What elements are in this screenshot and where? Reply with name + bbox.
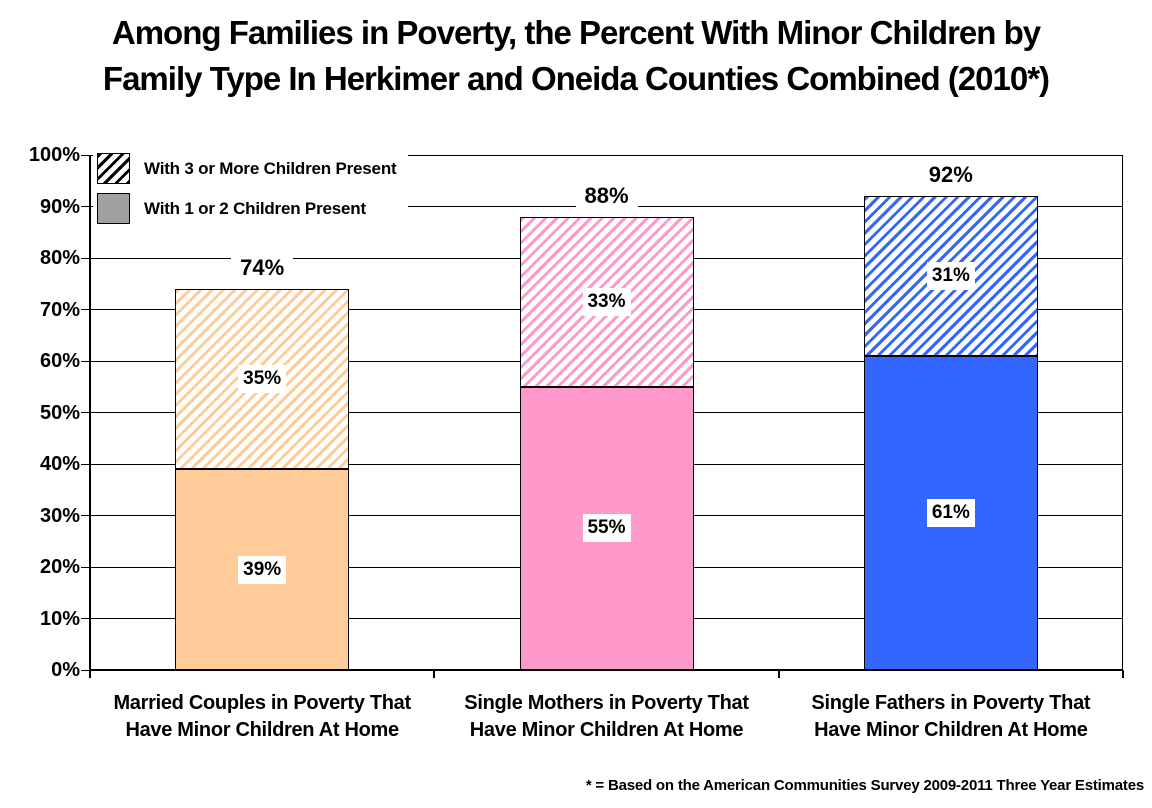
y-axis-label-100: 100% xyxy=(28,144,80,166)
bar-1-label-1or2-children: 55% xyxy=(582,514,631,543)
y-axis-label-80: 80% xyxy=(39,247,80,269)
x-axis-line xyxy=(90,669,1123,671)
y-axis-label-10: 10% xyxy=(39,607,80,630)
legend-hatch-swatch-icon xyxy=(97,153,130,184)
y-axis-tick-0 xyxy=(81,669,90,671)
bar-2-label-3plus-children: 31% xyxy=(926,262,975,291)
bar-2-label-1or2-children: 61% xyxy=(926,498,975,527)
category-label-1-line2: Have Minor Children At Home xyxy=(469,719,744,741)
category-label-2: Single Fathers in Poverty That Have Minor… xyxy=(811,690,1090,744)
category-label-0: Married Couples in Poverty That Have Mino… xyxy=(113,690,411,744)
y-axis-tick-30 xyxy=(81,515,90,516)
y-axis-label-30: 30% xyxy=(39,504,80,527)
bar-0-label-3plus-children: 35% xyxy=(238,365,287,394)
bar-2-total-label: 92% xyxy=(919,160,982,191)
y-axis-label-90: 90% xyxy=(39,195,80,218)
y-axis-tick-60 xyxy=(81,360,90,362)
chart-title-line1: Among Families in Poverty, the Percent W… xyxy=(111,14,1041,51)
footnote: * = Based on the American Communities Su… xyxy=(585,777,1144,794)
plot-right-border xyxy=(1122,155,1123,678)
legend-item-0-label: With 3 or More Children Present xyxy=(144,158,397,178)
category-label-2-line2: Have Minor Children At Home xyxy=(814,719,1088,741)
category-label-2-line1: Single Fathers in Poverty That xyxy=(811,692,1091,714)
y-axis-tick-50 xyxy=(81,412,90,413)
legend-item-1-label: With 1 or 2 Children Present xyxy=(144,198,366,218)
y-axis-label-0: 0% xyxy=(51,659,80,681)
bar-1-label-3plus-children: 33% xyxy=(582,287,631,316)
y-axis-label-60: 60% xyxy=(39,350,80,372)
category-boundary-tick-right xyxy=(1122,670,1124,678)
bar-0-total-label: 74% xyxy=(231,252,294,283)
legend-item-0: With 3 or More Children Present xyxy=(97,153,397,184)
y-axis-tick-80 xyxy=(81,257,90,259)
category-label-0-line2: Have Minor Children At Home xyxy=(125,719,399,741)
chart-title: Among Families in Poverty, the Percent W… xyxy=(0,10,1152,102)
chart-title-line2: Family Type In Herkimer and Oneida Count… xyxy=(102,60,1050,97)
y-axis-tick-100 xyxy=(81,154,90,156)
bar-1-total-label: 88% xyxy=(575,180,638,211)
legend: With 3 or More Children Present With 1 or… xyxy=(93,150,409,230)
y-axis-line xyxy=(89,155,91,678)
y-axis-tick-10 xyxy=(81,618,90,619)
y-axis-tick-20 xyxy=(81,566,90,568)
y-axis-label-50: 50% xyxy=(39,401,80,424)
legend-solid-swatch-icon xyxy=(97,193,130,224)
y-axis-label-40: 40% xyxy=(39,453,80,475)
gridline-100 xyxy=(90,154,1123,156)
legend-item-1: With 1 or 2 Children Present xyxy=(97,193,396,224)
y-axis-tick-70 xyxy=(81,309,90,310)
category-label-0-line1: Married Couples in Poverty That xyxy=(113,692,411,714)
category-label-1-line1: Single Mothers in Poverty That xyxy=(464,692,749,714)
bar-0-label-1or2-children: 39% xyxy=(238,555,287,584)
plot-area: 39% 35% 74% 55% 33% 88% 61% 31% 92% xyxy=(89,154,1124,678)
category-label-1: Single Mothers in Poverty That Have Minor… xyxy=(464,690,749,744)
y-axis-label-70: 70% xyxy=(39,298,80,321)
category-boundary-tick-2 xyxy=(777,670,780,678)
y-axis-label-20: 20% xyxy=(39,556,80,578)
category-boundary-tick-1 xyxy=(433,670,436,678)
y-axis-tick-40 xyxy=(81,463,90,465)
y-axis-tick-90 xyxy=(81,206,90,207)
